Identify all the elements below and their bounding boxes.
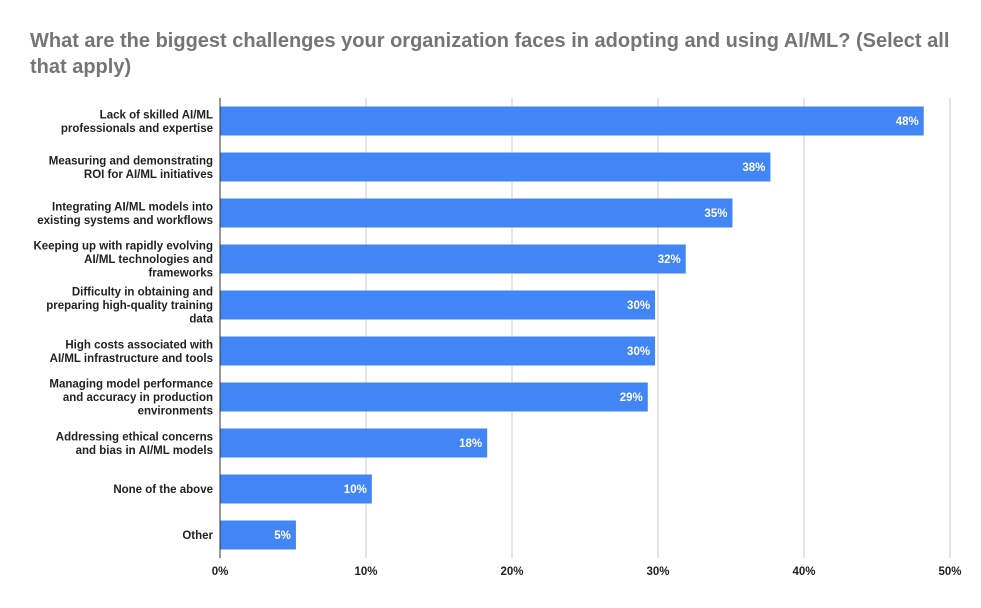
x-tick-label-2: 20% [500,566,523,578]
bar-4 [220,290,656,320]
category-label-3-2: frameworks [148,268,213,280]
category-label-4-1: preparing high-quality training [46,300,213,312]
category-label-5-0: High costs associated with [65,339,213,351]
data-label-7: 18% [459,438,482,450]
bar-8 [220,474,372,504]
bar-6 [220,382,648,412]
bar-3 [220,244,686,274]
category-label-6-1: and accuracy in production [63,392,213,404]
category-label-2-1: existing systems and workflows [37,215,213,227]
bar-0 [220,106,924,136]
category-label-8-0: None of the above [113,484,213,496]
category-label-4-2: data [189,314,213,326]
data-label-9: 5% [274,530,291,542]
bar-1 [220,152,771,182]
category-label-7-1: and bias in AI/ML models [76,445,213,457]
data-label-5: 30% [627,346,650,358]
category-label-6-0: Managing model performance [49,379,213,391]
data-label-1: 38% [742,162,765,174]
category-label-6-2: environments [138,406,213,418]
x-tick-label-3: 30% [646,566,669,578]
data-label-0: 48% [896,116,919,128]
category-label-2-0: Integrating AI/ML models into [52,201,213,213]
x-tick-label-4: 40% [792,566,815,578]
data-label-8: 10% [344,484,367,496]
category-label-3-1: AI/ML technologies and [84,254,213,266]
category-label-0-1: professionals and expertise [61,123,213,135]
data-label-2: 35% [704,208,727,220]
data-label-4: 30% [627,300,650,312]
category-label-0-0: Lack of skilled AI/ML [100,109,213,121]
data-label-6: 29% [620,392,643,404]
chart-title: What are the biggest challenges your org… [30,30,950,78]
bar-5 [220,336,656,366]
x-tick-label-0: 0% [212,566,229,578]
category-label-1-1: ROI for AI/ML initiatives [84,169,213,181]
x-tick-label-5: 50% [938,566,961,578]
category-label-4-0: Difficulty in obtaining and [72,287,213,299]
category-label-5-1: AI/ML infrastructure and tools [50,353,213,365]
category-label-7-0: Addressing ethical concerns [56,431,213,443]
bar-7 [220,428,488,458]
x-tick-label-1: 10% [354,566,377,578]
bar-2 [220,198,733,228]
category-label-9-0: Other [182,530,213,542]
category-label-3-0: Keeping up with rapidly evolving [33,241,213,253]
data-label-3: 32% [658,254,681,266]
category-label-1-0: Measuring and demonstrating [49,155,213,167]
bar-9 [220,520,296,550]
